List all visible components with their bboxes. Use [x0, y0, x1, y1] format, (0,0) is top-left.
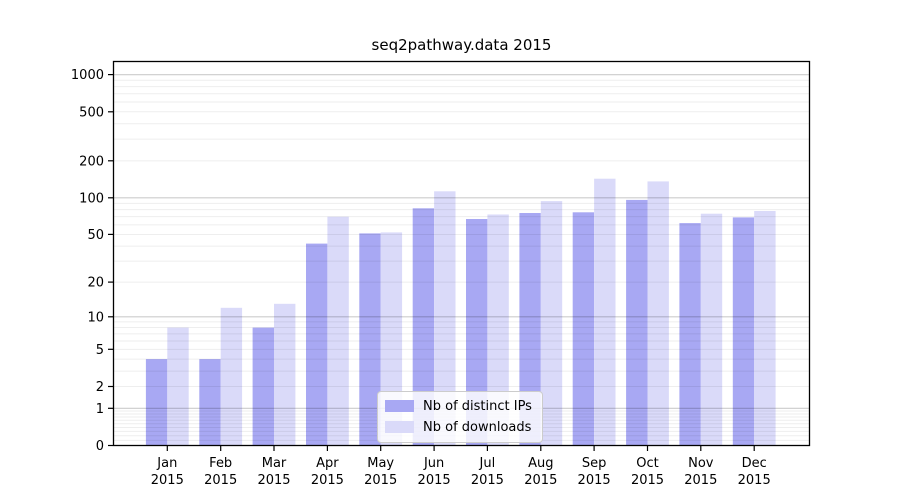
y-tick-label: 1000 [71, 68, 104, 83]
bar-downloads-jul [487, 214, 509, 446]
bar-downloads-feb [220, 307, 243, 446]
chart-title: seq2pathway.data 2015 [371, 36, 552, 54]
legend-item-distinct-ips: Nb of distinct IPs [385, 397, 532, 415]
grid-minor-group [113, 79, 810, 441]
x-tick-label-may: May 2015 [364, 456, 397, 488]
x-tick-label-oct: Oct 2015 [631, 456, 664, 488]
x-tick-label-nov: Nov 2015 [684, 456, 717, 488]
bar-downloads-jun [434, 191, 456, 446]
bar-distinct-ips-oct [626, 199, 648, 446]
bar-downloads-jan [167, 327, 189, 446]
bars-group [145, 178, 776, 446]
legend-label-distinct-ips: Nb of distinct IPs [423, 398, 532, 414]
bar-distinct-ips-dec [732, 217, 755, 446]
y-tick-label: 0 [96, 439, 104, 454]
legend: Nb of distinct IPs Nb of downloads [377, 391, 543, 443]
x-tick-label-sep: Sep 2015 [578, 456, 611, 488]
bar-distinct-ips-jun [412, 208, 435, 446]
y-tick-label: 2 [96, 380, 104, 395]
bar-distinct-ips-jul [466, 219, 488, 446]
x-tick-label-jan: Jan 2015 [151, 456, 184, 488]
bar-downloads-oct [647, 181, 669, 446]
bar-downloads-sep [594, 178, 616, 446]
bar-downloads-aug [540, 201, 563, 446]
x-tick-label-feb: Feb 2015 [204, 456, 237, 488]
legend-swatch-downloads [385, 421, 414, 433]
y-tick-label: 5 [96, 343, 104, 358]
y-tick-label: 20 [87, 276, 104, 291]
x-tick-label-mar: Mar 2015 [257, 456, 290, 488]
bar-downloads-nov [700, 213, 723, 446]
bar-distinct-ips-may [359, 233, 381, 446]
x-tick-label-apr: Apr 2015 [311, 456, 344, 488]
bar-downloads-apr [327, 216, 349, 446]
bar-downloads-dec [754, 211, 776, 446]
legend-swatch-distinct-ips [385, 400, 414, 412]
y-tick-label: 100 [79, 191, 104, 206]
bar-distinct-ips-aug [519, 213, 541, 446]
legend-item-downloads: Nb of downloads [385, 418, 532, 436]
y-tick-label: 50 [87, 228, 104, 243]
bar-distinct-ips-sep [572, 212, 595, 446]
bar-distinct-ips-mar [252, 327, 274, 446]
plot-border [112, 60, 811, 447]
legend-label-downloads: Nb of downloads [423, 419, 532, 435]
y-tick-label: 200 [79, 154, 104, 169]
bar-distinct-ips-feb [199, 359, 221, 446]
bar-distinct-ips-jan [145, 359, 168, 446]
y-tick-label: 1 [96, 402, 104, 417]
y-tick-label: 10 [87, 310, 104, 325]
bar-downloads-mar [274, 303, 296, 446]
axis-labels-group: 0 1 2 5 10 20 50 100 200 500 1000 Jan 2015 Feb 2015 Mar… [71, 68, 771, 488]
y-tick-label: 500 [79, 105, 104, 120]
bar-distinct-ips-nov [679, 223, 701, 446]
axes-group [108, 60, 811, 451]
x-tick-label-jun: Jun 2015 [418, 456, 451, 488]
x-tick-label-jul: Jul 2015 [471, 456, 504, 488]
x-tick-label-dec: Dec 2015 [738, 456, 771, 488]
bar-distinct-ips-apr [306, 243, 328, 446]
x-tick-label-aug: Aug 2015 [524, 456, 557, 488]
